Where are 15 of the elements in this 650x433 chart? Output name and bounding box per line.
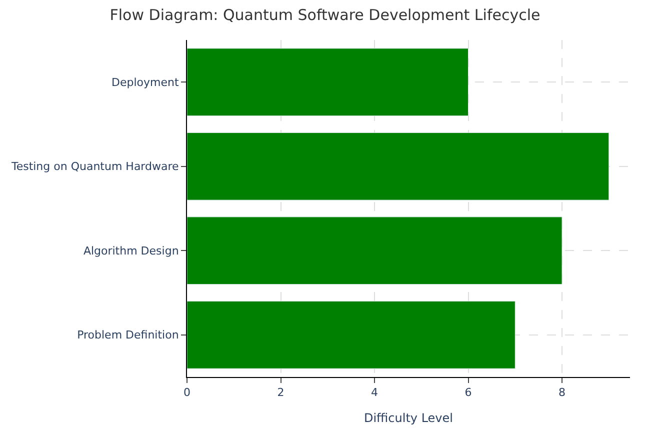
x-tick-label: 4 bbox=[371, 386, 378, 400]
bar bbox=[187, 132, 610, 200]
y-tick-label: Testing on Quantum Hardware bbox=[10, 160, 180, 174]
x-tick-label: 8 bbox=[558, 386, 566, 400]
y-tick-label: Algorithm Design bbox=[83, 244, 179, 258]
bar bbox=[187, 48, 469, 116]
x-tick-label: 0 bbox=[184, 386, 190, 400]
x-tick-label: 6 bbox=[464, 386, 472, 400]
x-tick-label: 2 bbox=[277, 386, 284, 400]
bar bbox=[187, 216, 562, 285]
chart-title: Flow Diagram: Quantum Software Development Lifecycle bbox=[110, 6, 540, 24]
y-tick-label: Problem Definition bbox=[77, 328, 179, 342]
y-tick-label: Deployment bbox=[112, 76, 180, 89]
x-axis-title: Difficulty Level bbox=[364, 411, 454, 426]
bar bbox=[187, 300, 516, 369]
